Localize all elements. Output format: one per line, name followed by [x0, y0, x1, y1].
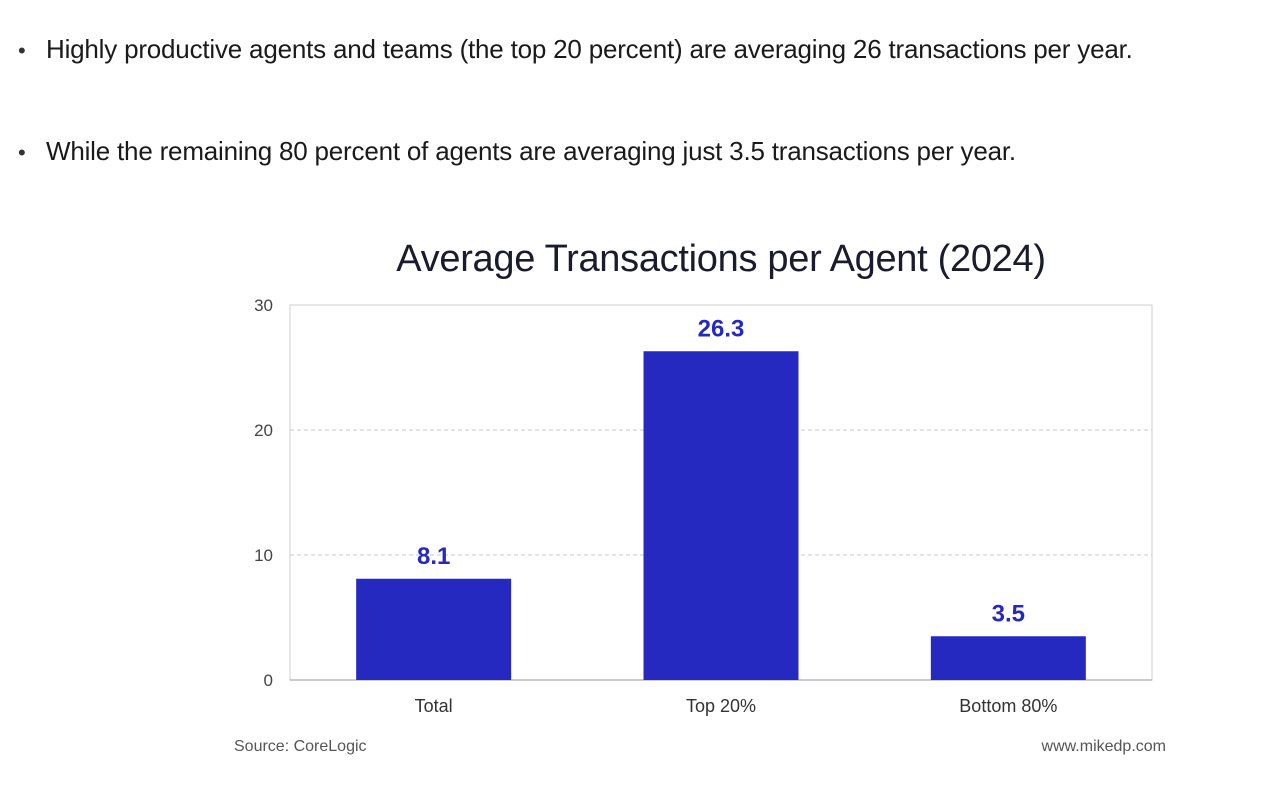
y-tick-label: 10 [254, 546, 273, 565]
y-tick-label: 20 [254, 421, 273, 440]
data-label: 8.1 [417, 543, 450, 570]
website-note: www.mikedp.com [1041, 738, 1166, 755]
bullet-item: • Highly productive agents and teams (th… [18, 34, 1133, 65]
bullet-glyph: • [18, 38, 26, 63]
data-label: 3.5 [992, 600, 1025, 627]
data-label: 26.3 [698, 315, 745, 342]
x-tick-label: Total [415, 696, 453, 716]
bullet-item: • While the remaining 80 percent of agen… [18, 136, 1016, 167]
x-tick-label: Top 20% [686, 696, 756, 716]
bar [930, 636, 1086, 680]
x-tick-label: Bottom 80% [959, 696, 1057, 716]
bullet-glyph: • [18, 140, 26, 165]
bullet-text: Highly productive agents and teams (the … [46, 34, 1133, 64]
y-tick-label: 0 [264, 671, 273, 690]
bar [643, 351, 799, 680]
source-note: Source: CoreLogic [234, 738, 367, 755]
y-tick-label: 30 [254, 296, 273, 315]
bullet-text: While the remaining 80 percent of agents… [46, 136, 1016, 166]
chart-title: Average Transactions per Agent (2024) [396, 238, 1046, 280]
bar [356, 578, 512, 680]
